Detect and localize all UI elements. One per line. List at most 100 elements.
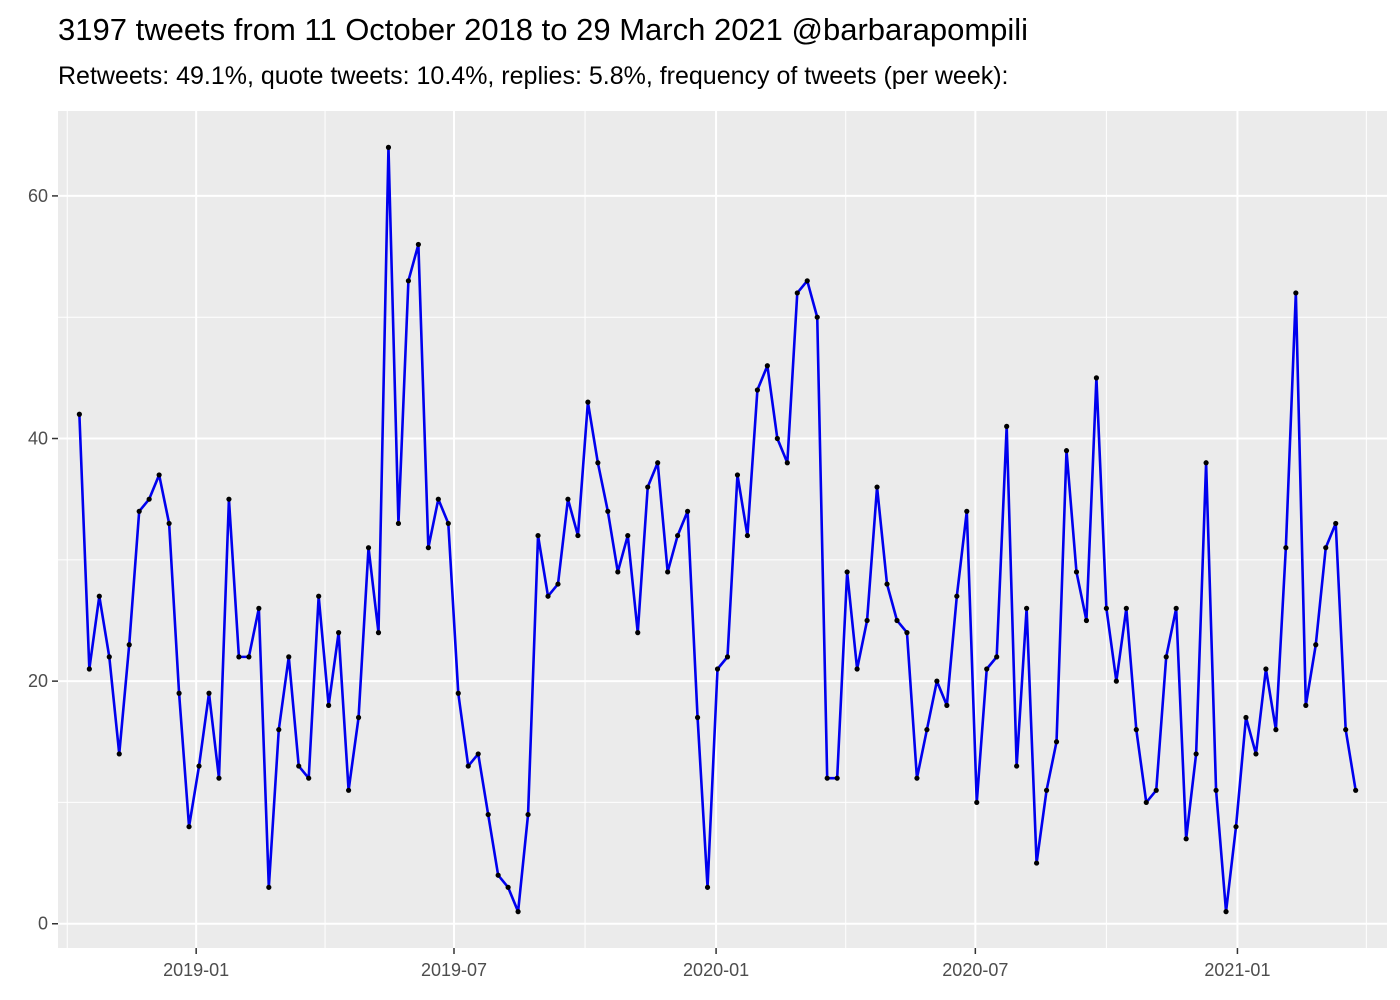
data-point — [1103, 605, 1109, 611]
x-tick-label: 2020-01 — [683, 960, 749, 980]
data-point — [505, 884, 511, 890]
data-point — [884, 581, 890, 587]
data-point — [814, 314, 820, 320]
data-point — [834, 775, 840, 781]
data-point — [326, 702, 332, 708]
data-point — [1143, 799, 1149, 806]
data-point — [914, 775, 920, 781]
x-tick-label: 2020-07 — [942, 960, 1008, 980]
data-point — [1283, 545, 1289, 551]
data-point — [1233, 824, 1239, 830]
data-point — [226, 496, 232, 502]
data-point — [675, 532, 681, 539]
data-point — [784, 460, 790, 466]
data-point — [1123, 605, 1129, 611]
data-point — [355, 714, 362, 721]
data-point — [186, 824, 192, 830]
data-point — [126, 642, 132, 648]
data-point — [1293, 290, 1299, 296]
data-point — [1243, 714, 1249, 721]
data-point — [96, 593, 102, 599]
data-point — [984, 666, 990, 672]
data-point — [854, 666, 860, 672]
data-point — [635, 630, 641, 636]
data-point — [1153, 787, 1159, 793]
data-point — [1323, 545, 1329, 551]
data-point — [1033, 860, 1040, 866]
data-point — [495, 872, 501, 878]
data-point — [615, 569, 621, 575]
data-point — [206, 690, 212, 696]
chart-title: 3197 tweets from 11 October 2018 to 29 M… — [58, 12, 1029, 47]
data-point — [1213, 787, 1219, 793]
data-point — [276, 727, 282, 733]
data-point — [1223, 909, 1229, 915]
data-point — [1343, 727, 1349, 733]
data-point — [316, 593, 322, 599]
data-point — [1183, 836, 1189, 842]
data-point — [1173, 605, 1179, 611]
data-point — [625, 532, 631, 539]
data-point — [535, 532, 541, 539]
x-tick-label: 2021-01 — [1204, 960, 1270, 980]
data-point — [704, 884, 711, 890]
data-point — [794, 290, 800, 296]
data-point — [1203, 460, 1209, 466]
data-point — [1004, 423, 1010, 429]
data-point — [1263, 666, 1269, 672]
data-point — [585, 399, 591, 405]
y-tick-label: 20 — [28, 671, 48, 691]
data-point — [744, 532, 751, 539]
data-point — [685, 508, 691, 514]
plot-panel — [58, 111, 1387, 948]
data-point — [485, 811, 491, 818]
data-point — [954, 593, 960, 599]
data-point — [106, 654, 112, 660]
data-point — [1043, 787, 1050, 793]
data-point — [944, 702, 950, 708]
data-point — [1273, 727, 1279, 733]
data-point — [1014, 763, 1020, 769]
data-point — [714, 666, 721, 672]
data-point — [1024, 605, 1030, 611]
data-point — [1333, 520, 1339, 527]
data-point — [565, 496, 571, 502]
data-point — [1113, 678, 1119, 684]
data-point — [974, 799, 980, 806]
data-point — [525, 811, 531, 818]
data-point — [345, 787, 352, 793]
data-point — [375, 630, 382, 636]
data-point — [246, 654, 252, 660]
data-point — [1163, 654, 1169, 660]
data-point — [266, 884, 272, 890]
data-point — [365, 545, 372, 551]
data-point — [545, 593, 551, 599]
data-point — [415, 241, 421, 248]
grid-major — [58, 111, 1387, 948]
data-point — [336, 630, 342, 636]
data-point — [575, 532, 581, 539]
data-point — [1133, 727, 1139, 733]
data-point — [86, 666, 92, 672]
data-point — [156, 472, 162, 478]
data-point — [236, 654, 242, 660]
data-point — [1073, 569, 1080, 575]
data-point — [136, 508, 142, 514]
data-point — [435, 496, 441, 502]
data-point — [166, 520, 172, 527]
y-axis: 0 20 40 60 — [28, 186, 58, 934]
data-point — [146, 496, 152, 502]
data-point — [196, 763, 202, 769]
data-point — [465, 763, 471, 769]
data-point — [595, 460, 601, 466]
data-point — [1093, 375, 1100, 381]
chart-subtitle: Retweets: 49.1%, quote tweets: 10.4%, re… — [58, 62, 1009, 90]
y-tick-label: 40 — [28, 429, 48, 449]
data-point — [1303, 702, 1309, 708]
data-point — [864, 617, 870, 624]
data-point — [924, 727, 930, 733]
data-point — [804, 278, 810, 284]
data-point — [1083, 617, 1090, 624]
data-point — [645, 484, 651, 490]
